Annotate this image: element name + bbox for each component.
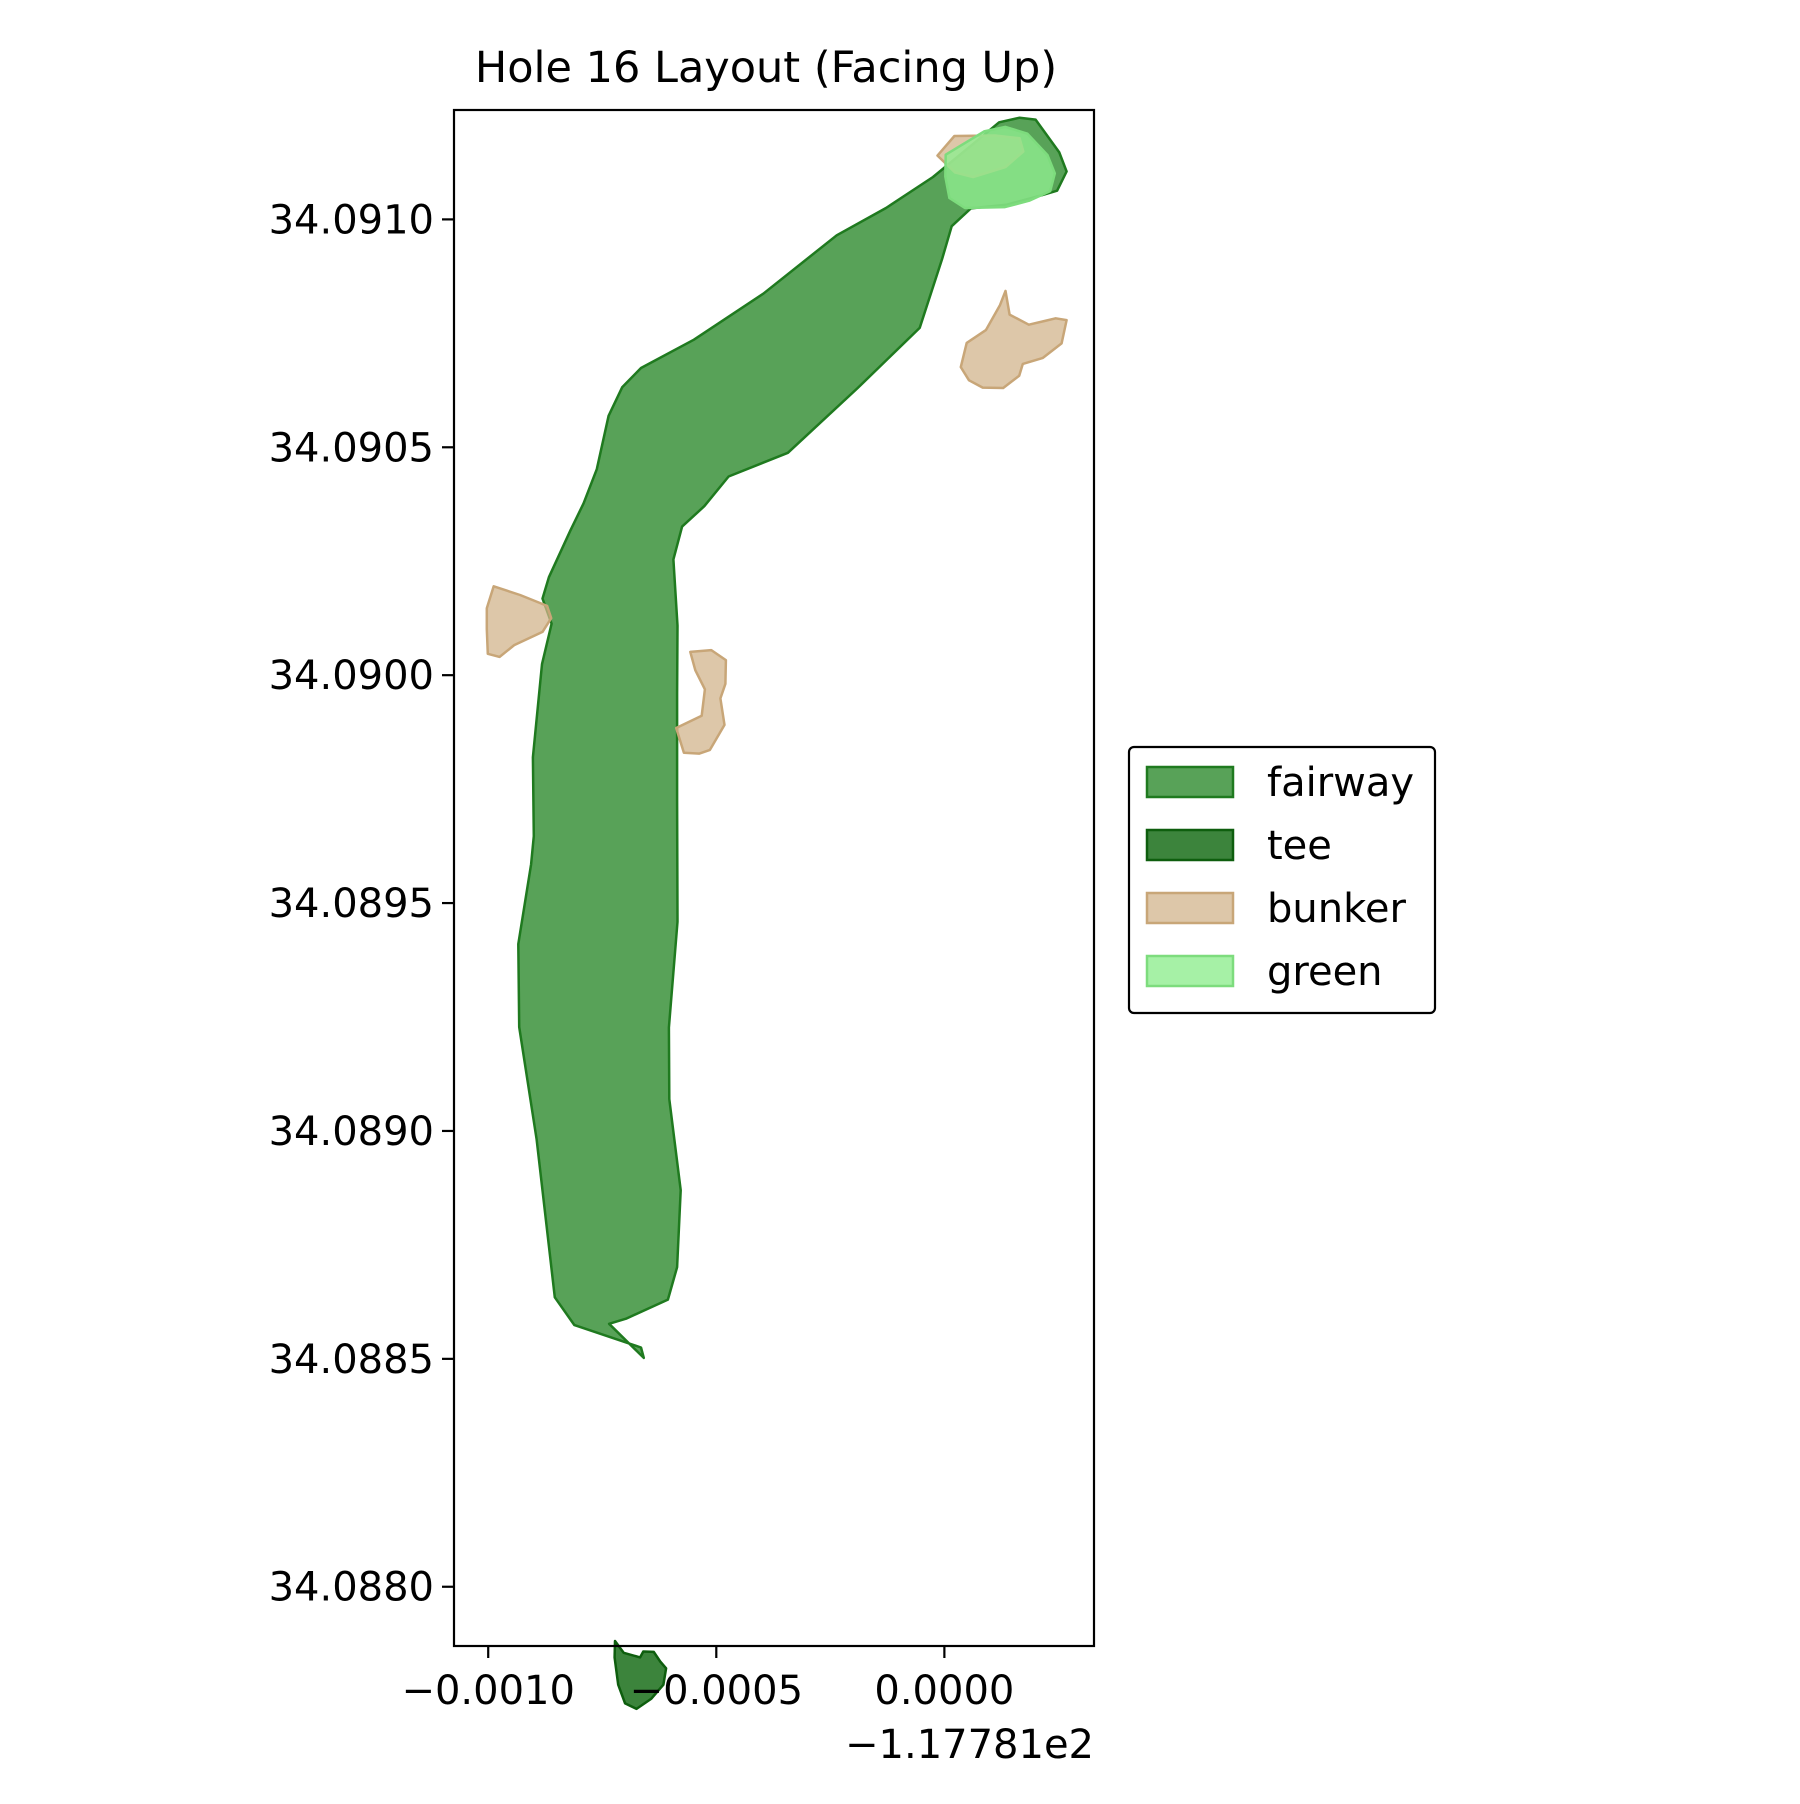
y-tick-label: 34.0895 <box>269 881 434 927</box>
x-offset-label: −1.17781e2 <box>845 1722 1094 1768</box>
features-layer <box>485 116 1068 1711</box>
y-tick-label: 34.0880 <box>269 1565 434 1611</box>
y-tick-label: 34.0910 <box>269 197 434 243</box>
legend-swatch-bunker <box>1145 891 1235 925</box>
legend-label-green: green <box>1267 949 1383 995</box>
bunker-polygon-4 <box>674 648 728 755</box>
green-polygon-1 <box>944 125 1057 210</box>
legend-label-tee: tee <box>1267 823 1332 869</box>
legend-label-bunker: bunker <box>1267 886 1406 932</box>
x-tick-label: −0.0005 <box>630 1668 803 1714</box>
bunker-polygon-3 <box>485 585 553 659</box>
legend-swatch-tee <box>1145 828 1235 862</box>
fairway-polygon-1 <box>517 116 1068 1360</box>
y-tick-label: 34.0890 <box>269 1109 434 1155</box>
plot-frame <box>452 108 1096 1648</box>
y-tick-label: 34.0905 <box>269 425 434 471</box>
x-tick-label: −0.0010 <box>401 1668 574 1714</box>
legend: fairway tee bunker green <box>1127 745 1437 1015</box>
legend-swatch-green <box>1145 954 1235 988</box>
legend-frame <box>1127 745 1437 1015</box>
x-axis: −0.0010 −0.0005 0.0000 <box>401 1646 1014 1714</box>
legend-label-fairway: fairway <box>1267 760 1414 806</box>
y-axis: 34.0880 34.0885 34.0890 34.0895 34.0900 34.09… <box>269 197 454 1611</box>
y-tick-label: 34.0900 <box>269 653 434 699</box>
bunker-polygon-2 <box>959 289 1068 390</box>
legend-swatch-fairway <box>1145 765 1235 799</box>
legend-items: fairway tee bunker green <box>1145 760 1414 995</box>
chart-title: Hole 16 Layout (Facing Up) <box>475 43 1057 93</box>
x-tick-label: 0.0000 <box>874 1668 1014 1714</box>
tee-polygon-1 <box>613 1639 668 1711</box>
y-tick-label: 34.0885 <box>269 1337 434 1383</box>
